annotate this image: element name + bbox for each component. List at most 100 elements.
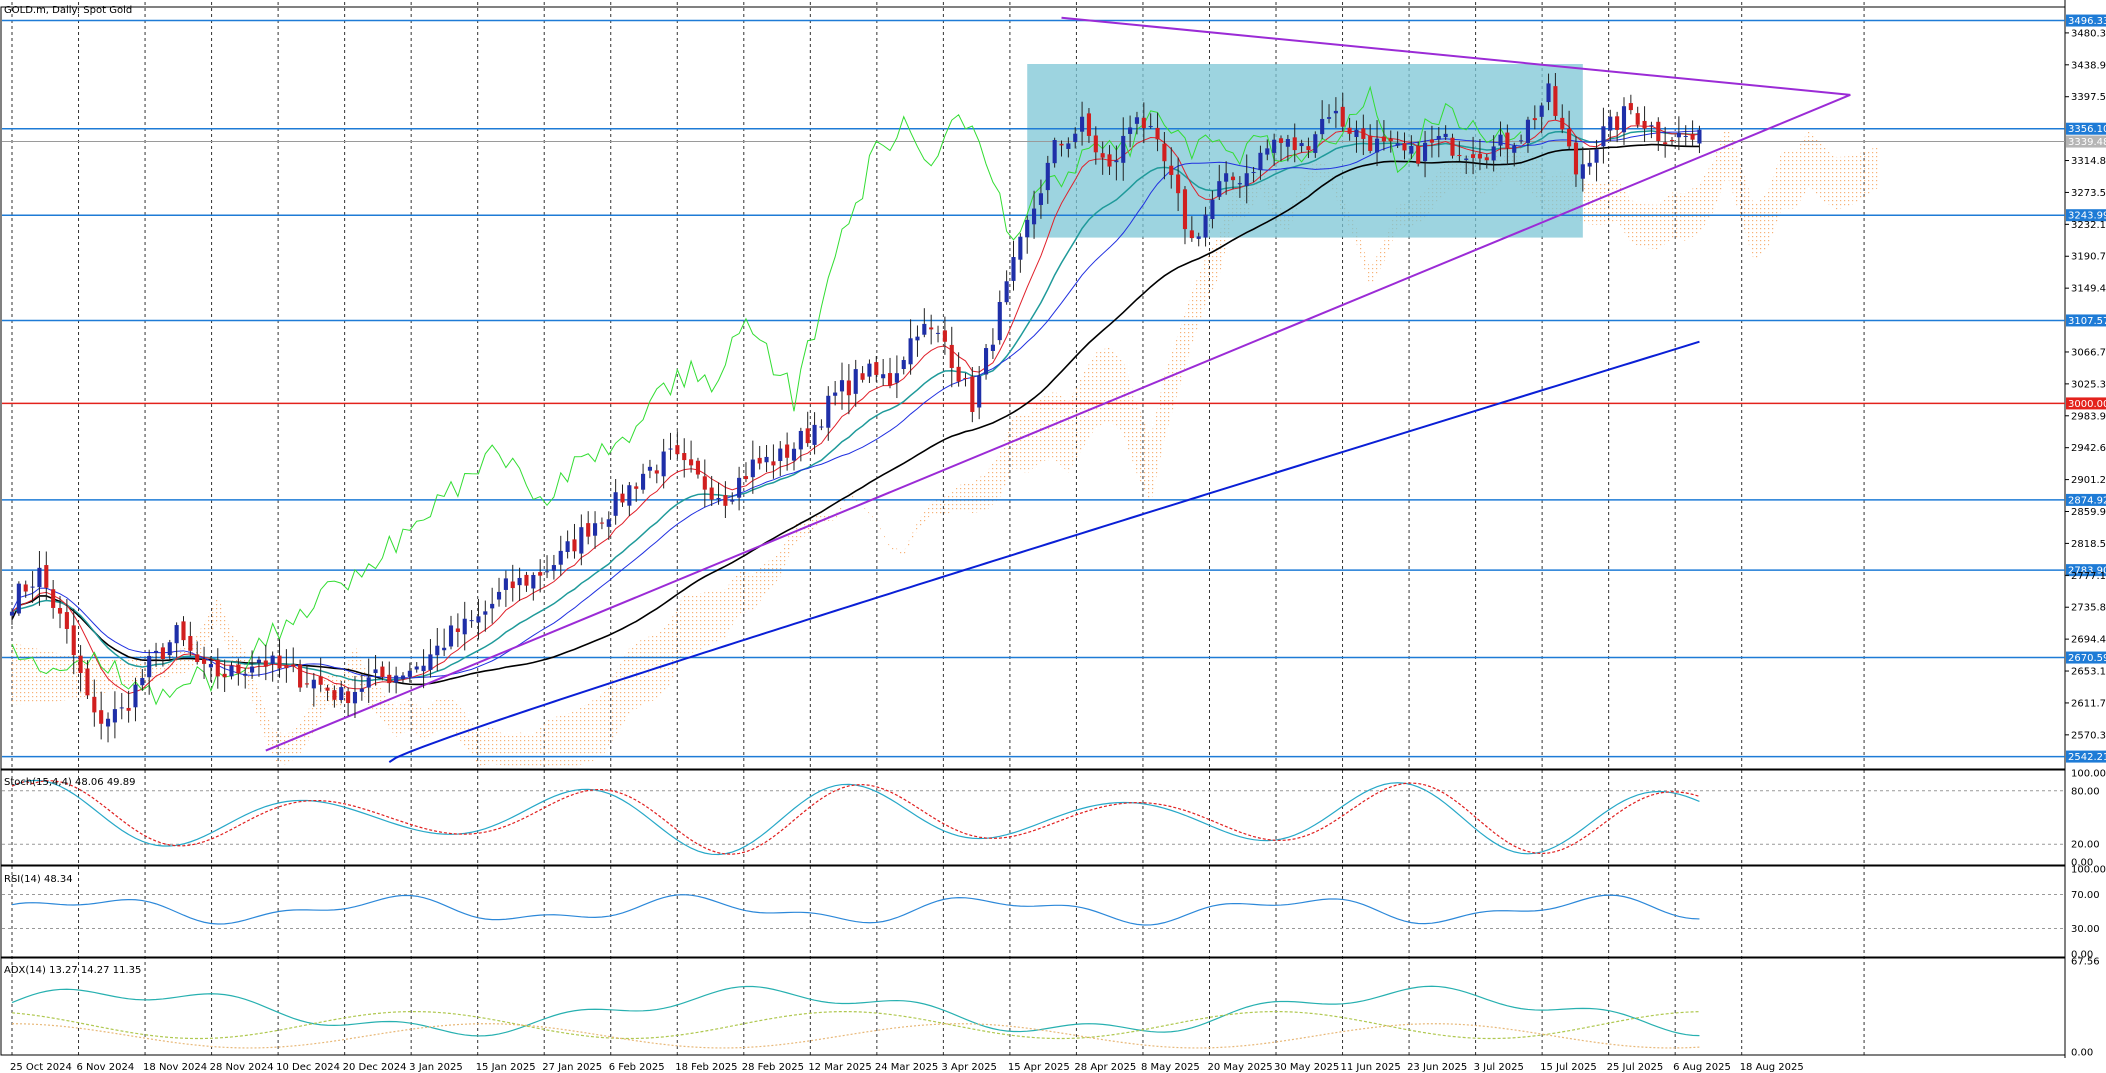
candle-body [9, 611, 15, 616]
candle-body [1601, 126, 1606, 147]
background [0, 0, 2066, 1058]
candle-body [1573, 142, 1579, 175]
candle-body [1539, 105, 1544, 117]
candle-body [661, 451, 666, 477]
candle-body [1086, 113, 1092, 136]
candle-body [524, 574, 529, 586]
candle-body [1621, 106, 1627, 133]
candle-body [1656, 121, 1661, 142]
candle-body [1594, 149, 1599, 163]
candle-body [1443, 133, 1448, 138]
candle-body [352, 691, 358, 704]
candle-body [798, 430, 803, 450]
candle-body [1278, 138, 1284, 143]
candle-body [1505, 132, 1510, 149]
candle-body [202, 659, 207, 664]
candle-body [805, 428, 810, 444]
candle-body [1025, 219, 1030, 238]
rsi-level-label: 70.00 [2071, 890, 2100, 901]
candle-body [1361, 128, 1366, 139]
candle-body [1663, 142, 1668, 145]
trendlines [265, 16, 1851, 752]
rsi-line [11, 894, 1700, 926]
x-tick-label: 15 Jul 2025 [1540, 1062, 1597, 1073]
candle-body [1169, 165, 1174, 175]
candle-body [901, 360, 906, 370]
candle-body [1546, 83, 1551, 103]
candle-body [1313, 134, 1318, 153]
candle-body [867, 363, 872, 377]
stoch-level-label: 80.00 [2071, 786, 2100, 797]
candle-body [1553, 86, 1558, 116]
x-tick-label: 18 Nov 2024 [143, 1062, 207, 1073]
candle-body [1114, 160, 1119, 163]
candle-body [723, 495, 728, 506]
y-tick-label: 2777.19 [2071, 571, 2106, 582]
candle-body [1299, 143, 1304, 147]
ichimoku-cloud [12, 121, 1878, 766]
candle-body [1128, 127, 1133, 134]
candle-body [771, 461, 776, 466]
adx-level-label: 0.00 [2071, 1048, 2093, 1059]
price-tag-label: 2542.21 [2068, 752, 2106, 763]
candle-body [977, 375, 982, 408]
y-tick-label: 2570.39 [2071, 730, 2106, 741]
candle-body [16, 583, 21, 614]
candle-body [400, 675, 406, 680]
candle-body [990, 344, 995, 351]
candle-body [778, 448, 783, 462]
candle-body [37, 567, 42, 588]
candle-body [551, 565, 556, 571]
candle-body [860, 373, 865, 380]
x-tick-label: 20 Dec 2024 [343, 1062, 407, 1073]
candle-body [1347, 127, 1352, 134]
candle-body [620, 493, 625, 503]
candle-body [270, 655, 275, 664]
panel-frame-2 [0, 865, 2066, 958]
candle-body [311, 679, 316, 689]
candle-body [428, 654, 433, 670]
candle-body [195, 654, 200, 662]
ma-200-line [388, 340, 1700, 763]
y-tick-label: 2735.83 [2071, 603, 2106, 614]
candle-body [1402, 143, 1407, 151]
candle-body [1326, 117, 1332, 119]
candle-body [44, 565, 49, 588]
candle-body [935, 332, 941, 334]
candle-body [1429, 139, 1434, 143]
candle-body [675, 445, 680, 455]
candle-body [682, 453, 687, 461]
candle-body [346, 691, 351, 704]
candle-body [908, 338, 913, 365]
candle-body [71, 625, 76, 656]
rsi-level-label: 100.00 [2071, 865, 2106, 876]
candle-body [613, 492, 618, 516]
candle-body [99, 710, 104, 724]
candle-body [78, 655, 83, 674]
candle-body [1642, 120, 1647, 129]
candle-body [812, 424, 817, 445]
candle-body [647, 466, 652, 471]
candle-body [92, 696, 97, 713]
candle-body [1457, 154, 1462, 156]
candle-body [1354, 129, 1359, 138]
candle-body [147, 655, 152, 678]
candle-body [997, 301, 1002, 341]
candle-body [1436, 135, 1441, 140]
x-tick-label: 18 Aug 2025 [1740, 1062, 1804, 1073]
candle-body [325, 687, 330, 691]
y-tick-label: 2983.99 [2071, 411, 2106, 422]
candle-body [785, 444, 790, 458]
candle-body [414, 666, 419, 670]
candle-body [332, 690, 337, 700]
price-tag [2066, 14, 2106, 27]
candle-body [1697, 129, 1702, 144]
price-tag-label: 3356.10 [2068, 124, 2106, 135]
candle-body [373, 669, 378, 674]
candle-body [208, 663, 213, 668]
candle-body [455, 628, 460, 632]
candle-body [366, 677, 371, 688]
candle-body [236, 664, 241, 674]
candle-body [750, 459, 755, 478]
